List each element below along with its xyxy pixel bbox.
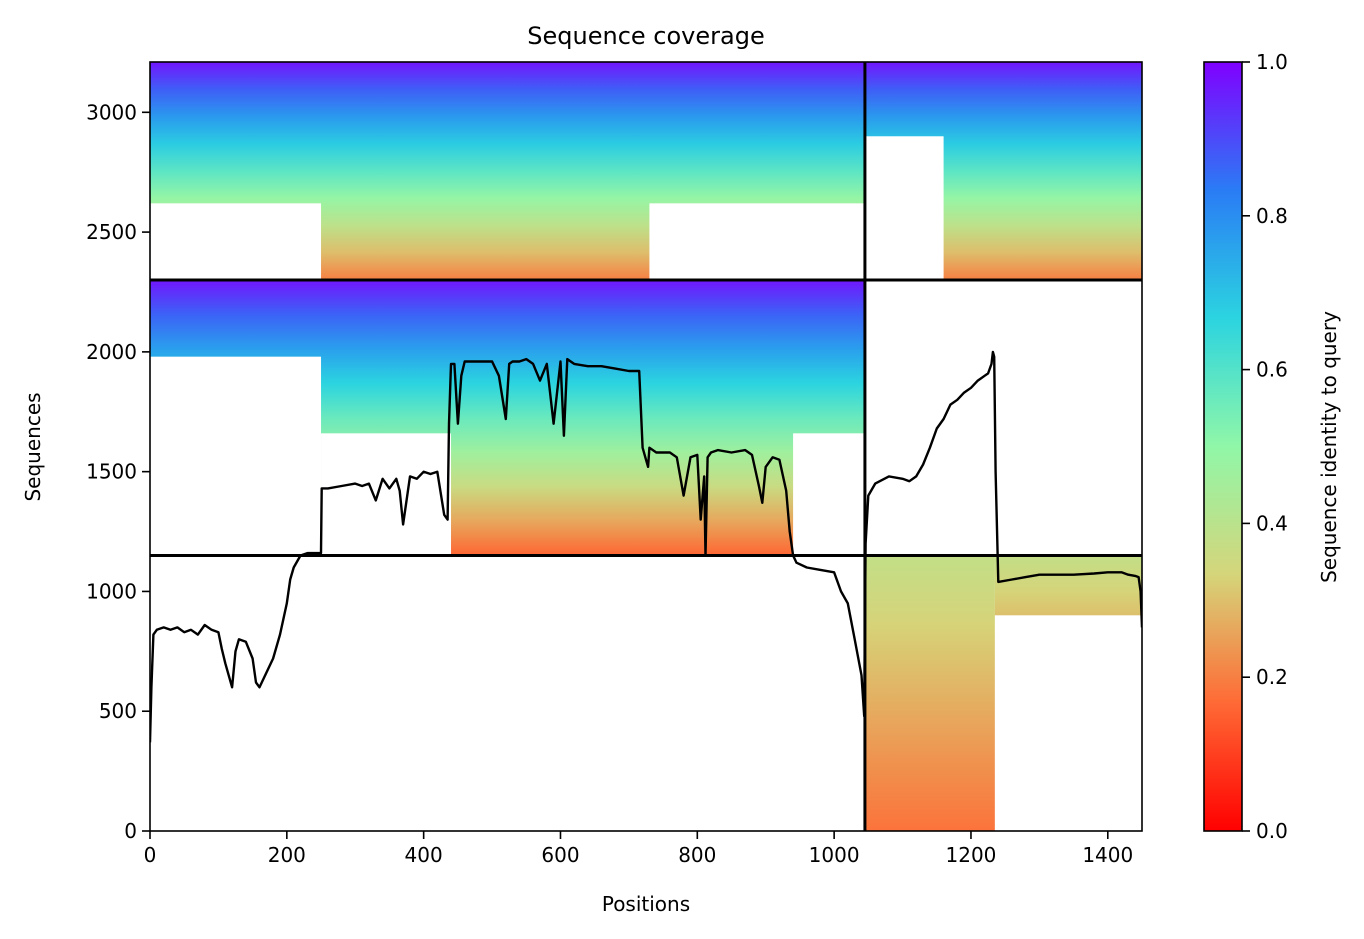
y-tick: 3000 [86,100,150,124]
y-tick: 1500 [86,460,150,484]
colorbar-tick: 0.2 [1242,665,1288,689]
colorbar-gradient [1203,61,1243,832]
x-tick: 1400 [1082,831,1133,867]
x-tick-label: 1400 [1082,843,1133,867]
x-axis: 0 200 400 600 800 1000 1200 1400 [144,831,1133,867]
x-tick-label: 600 [541,843,579,867]
y-tick-label: 0 [124,819,137,843]
uncovered-region [321,433,452,556]
uncovered-region [994,615,1142,831]
y-axis: 0 500 1000 1500 2000 2500 3000 [86,100,150,843]
colorbar-tick: 0.4 [1242,511,1288,535]
y-tick-label: 1500 [86,460,137,484]
x-tick-label: 200 [268,843,306,867]
heatmap-block [864,555,995,831]
colorbar-tick: 0.0 [1242,819,1288,843]
heatmap-gaps [150,136,1142,831]
y-tick: 2000 [86,340,150,364]
y-tick-label: 500 [99,699,137,723]
plot-frame [149,61,1143,832]
coverage-line [150,350,1142,743]
colorbar-tick-label: 0.4 [1256,511,1288,535]
colorbar-tick: 1.0 [1242,50,1288,74]
x-tick-label: 1200 [946,843,997,867]
x-tick: 1000 [809,831,860,867]
x-tick: 400 [405,831,443,867]
y-tick-label: 2500 [86,220,137,244]
y-tick-label: 2000 [86,340,137,364]
x-tick-label: 400 [405,843,443,867]
y-tick: 500 [99,699,150,723]
y-axis-label: Sequences [21,392,45,501]
colorbar-ticks: 0.0 0.2 0.4 0.6 0.8 1.0 [1242,50,1288,843]
x-tick: 200 [268,831,306,867]
colorbar-tick-label: 0.0 [1256,819,1288,843]
colorbar-label: Sequence identity to query [1317,311,1341,583]
x-axis-label: Positions [602,892,690,916]
colorbar: 0.0 0.2 0.4 0.6 0.8 1.0 Sequence identity to … [1203,50,1341,843]
plot-area [150,62,1142,831]
x-tick-label: 0 [144,843,157,867]
chart-title: Sequence coverage [527,22,764,50]
heatmap-block [994,555,1142,616]
uncovered-region [150,203,322,281]
y-tick-label: 3000 [86,100,137,124]
uncovered-region [793,433,865,556]
uncovered-region [864,136,944,281]
x-tick: 600 [541,831,580,867]
colorbar-tick: 0.8 [1242,204,1288,228]
x-tick: 0 [144,831,157,867]
colorbar-tick-label: 0.6 [1256,358,1288,382]
colorbar-tick-label: 1.0 [1256,50,1288,74]
x-tick: 800 [678,831,716,867]
x-tick-label: 800 [678,843,716,867]
y-tick: 1000 [86,579,150,603]
x-tick-label: 1000 [809,843,860,867]
colorbar-tick-label: 0.2 [1256,665,1288,689]
x-tick: 1200 [946,831,997,867]
colorbar-tick-label: 0.8 [1256,204,1288,228]
y-tick-label: 1000 [86,579,137,603]
uncovered-region [150,356,322,556]
y-tick: 2500 [86,220,150,244]
colorbar-tick: 0.6 [1242,358,1288,382]
uncovered-region [649,203,865,281]
y-tick: 0 [124,819,150,843]
